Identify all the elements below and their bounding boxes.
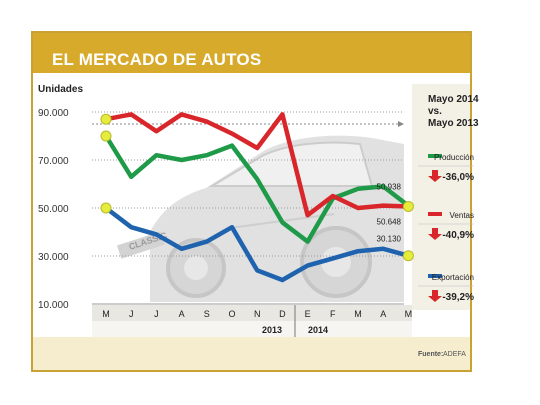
series-lines	[103, 112, 411, 283]
car-illustration	[116, 135, 404, 302]
highlight-markers	[100, 113, 414, 262]
footer-bar	[33, 337, 470, 370]
data-label-produccion: 50.938	[377, 183, 402, 192]
legend-change-ventas: -40,9%	[442, 230, 474, 241]
x-tick-label: M	[405, 309, 413, 319]
source-name: ADEFA	[443, 351, 466, 358]
legend-label-exportacion: Exportación	[432, 273, 474, 282]
year-label: 2013	[262, 325, 282, 335]
x-tick-label: M	[354, 309, 362, 319]
comparison-header-line1: Mayo 2014	[428, 94, 479, 105]
series-line-produccion	[103, 133, 411, 244]
point-marker	[402, 250, 414, 262]
y-tick-label: 70.000	[38, 156, 69, 167]
y-tick-label: 90.000	[38, 108, 69, 119]
x-tick-label: O	[228, 309, 235, 319]
legend-label-ventas: Ventas	[450, 211, 474, 220]
down-arrow-icon	[428, 170, 442, 182]
x-axis-band	[92, 305, 412, 321]
comparison-panel	[412, 84, 470, 310]
point-marker	[100, 113, 112, 125]
x-tick-label: S	[204, 309, 210, 319]
comparison-header-line2: vs.	[428, 106, 442, 117]
series-line-ventas	[103, 112, 411, 218]
down-arrow-icon	[428, 228, 442, 240]
legend-change-exportacion: -39,2%	[442, 292, 474, 303]
comparison-legend: Producción -36,0% Ventas -40,9% Exportación -…	[418, 153, 474, 303]
title-bar	[33, 33, 470, 73]
y-tick-label: 30.000	[38, 252, 69, 263]
x-tick-label: E	[305, 309, 311, 319]
x-tick-label: D	[279, 309, 286, 319]
legend-change-produccion: -36,0%	[442, 172, 474, 183]
x-tick-label: A	[179, 309, 185, 319]
data-label-exportacion: 30.130	[377, 235, 402, 244]
point-marker	[100, 202, 112, 214]
y-tick-label: 10.000	[38, 300, 69, 311]
data-label-ventas: 50.648	[377, 217, 402, 226]
point-marker	[100, 130, 112, 142]
x-tick-label: M	[102, 309, 110, 319]
source-label: Fuente:	[418, 351, 443, 358]
x-axis: M J J A S O N D E F M A M 2013 2014	[92, 305, 412, 337]
y-tick-labels: 10.000 30.000 50.000 70.000 90.000	[38, 108, 69, 311]
x-tick-label: N	[254, 309, 261, 319]
down-arrow-icon	[428, 290, 442, 302]
y-tick-label: 50.000	[38, 204, 69, 215]
x-tick-label: A	[380, 309, 386, 319]
y-axis-title: Unidades	[38, 84, 83, 95]
x-tick-label: J	[129, 309, 134, 319]
page-title: EL MERCADO DE AUTOS	[52, 50, 262, 69]
year-label: 2014	[308, 325, 328, 335]
data-labels: 50.938 50.648 30.130	[377, 183, 402, 244]
x-tick-label: F	[330, 309, 336, 319]
reference-arrow-icon	[398, 121, 404, 127]
point-marker	[402, 200, 414, 212]
legend-label-produccion: Producción	[434, 153, 474, 162]
comparison-header-line3: Mayo 2013	[428, 118, 479, 129]
x-tick-label: J	[154, 309, 159, 319]
series-line-exportacion	[103, 205, 411, 283]
year-band	[92, 321, 412, 337]
comparison-header: Mayo 2014 vs. Mayo 2013	[428, 94, 479, 129]
